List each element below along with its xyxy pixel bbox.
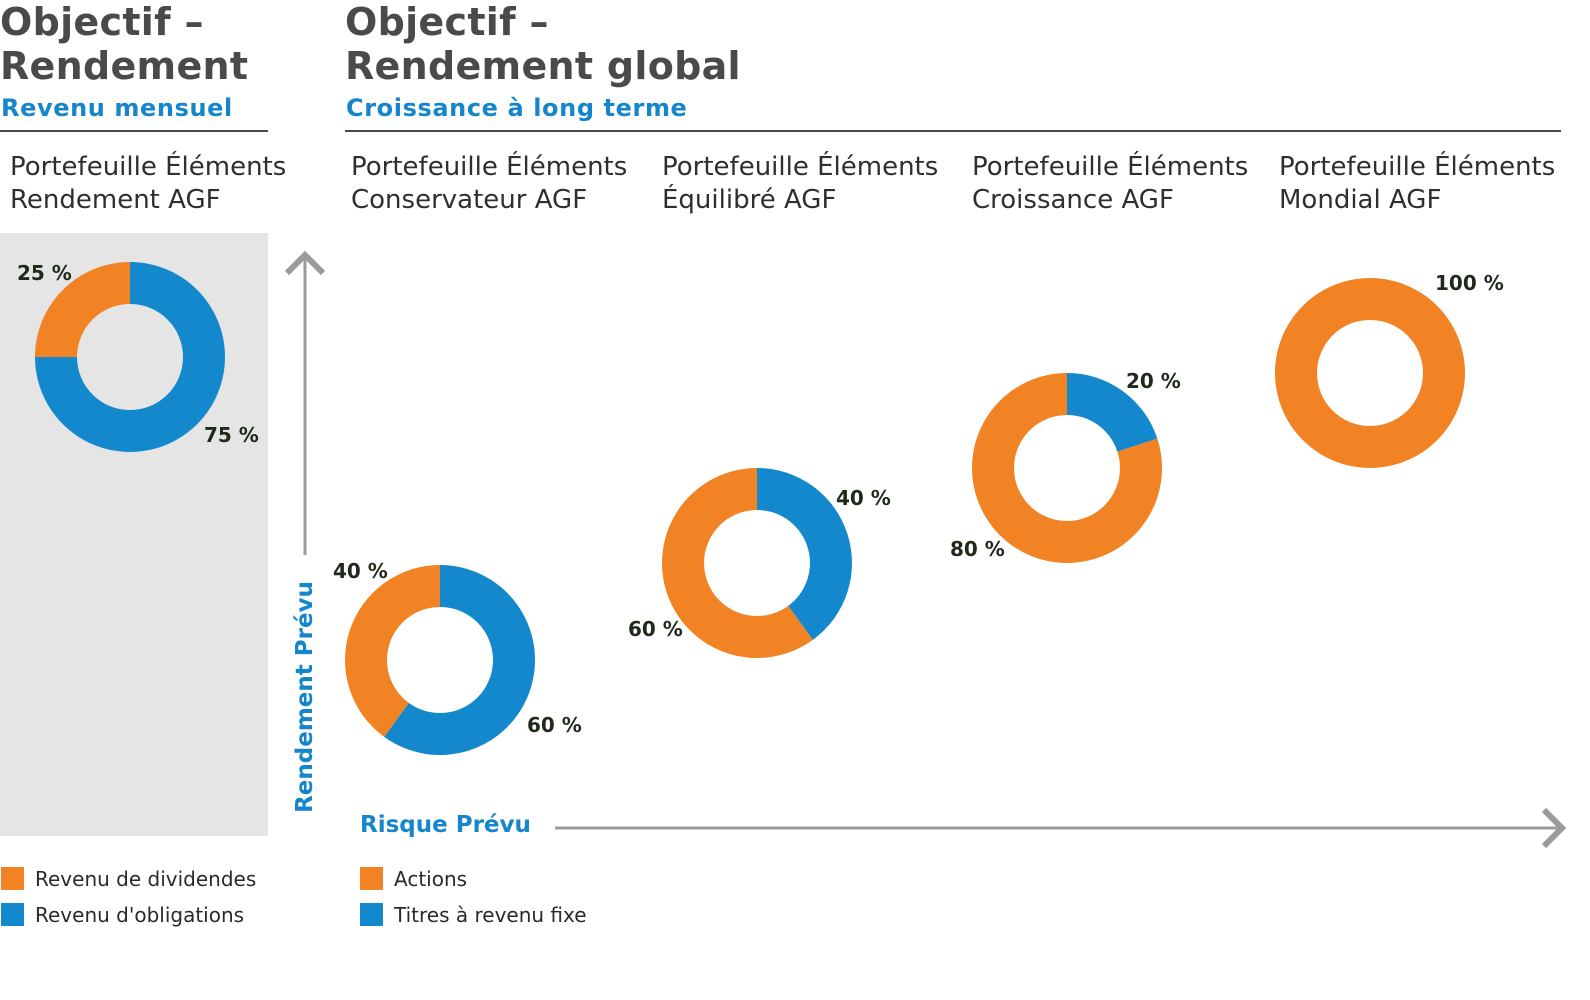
portfolio-name-mondial: Portefeuille Éléments Mondial AGF <box>1279 152 1556 215</box>
donut-hole-croissance <box>1014 415 1120 521</box>
right-header-subtitle: Croissance à long terme <box>346 94 688 122</box>
right-header-rule <box>345 130 1561 132</box>
data-label-croissance-actions: 80 % <box>950 537 1005 561</box>
legend-swatch-obligations <box>1 903 24 926</box>
x-axis-label: Risque Prévu <box>360 812 531 838</box>
portfolio-name-equilibre: Portefeuille Éléments Équilibré AGF <box>662 152 939 215</box>
legend-label-obligations: Revenu d'obligations <box>35 903 245 927</box>
left-header-title: Objectif – Rendement <box>0 0 249 88</box>
legend-swatch-titres-fixe <box>360 903 383 926</box>
data-label-conservateur-actions: 40 % <box>333 559 388 583</box>
data-label-mondial-actions: 100 % <box>1435 271 1504 295</box>
legend-swatch-actions <box>360 867 383 890</box>
left-header-subtitle: Revenu mensuel <box>1 94 233 122</box>
legend-label-titres-fixe: Titres à revenu fixe <box>394 903 587 927</box>
donut-hole-rendement <box>77 304 183 410</box>
data-label-croissance-fixe: 20 % <box>1126 369 1181 393</box>
donut-hole-conservateur <box>387 607 493 713</box>
legend-swatch-dividendes <box>1 867 24 890</box>
legend-label-dividendes: Revenu de dividendes <box>35 867 257 891</box>
donut-hole-equilibre <box>704 510 810 616</box>
legend-label-actions: Actions <box>394 867 468 891</box>
data-label-rendement-dividendes: 25 % <box>17 261 72 285</box>
data-label-equilibre-fixe: 40 % <box>836 486 891 510</box>
data-label-conservateur-fixe: 60 % <box>527 713 582 737</box>
portfolio-name-croissance: Portefeuille Éléments Croissance AGF <box>972 152 1249 215</box>
y-axis-label: Rendement Prévu <box>292 581 318 813</box>
data-label-rendement-obligations: 75 % <box>204 423 259 447</box>
donut-layer <box>35 262 1465 755</box>
portfolio-name-rendement: Portefeuille Éléments Rendement AGF <box>10 152 287 215</box>
right-header-title: Objectif – Rendement global <box>345 0 741 88</box>
donut-hole-mondial <box>1317 320 1423 426</box>
portfolio-name-conservateur: Portefeuille Éléments Conservateur AGF <box>351 152 628 215</box>
left-header-rule <box>0 130 268 132</box>
data-label-equilibre-actions: 60 % <box>628 617 683 641</box>
